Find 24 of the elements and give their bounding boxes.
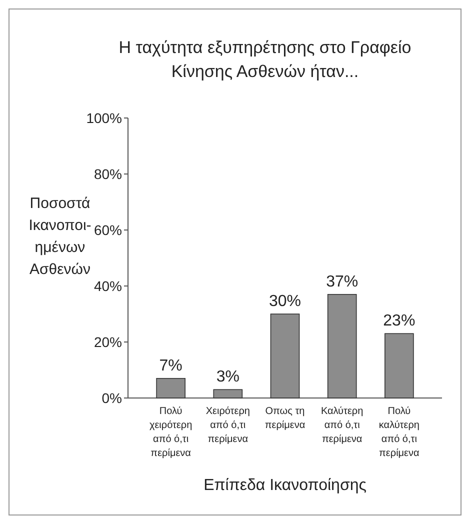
y-tick-label: 60% [94,222,122,238]
bar [327,294,357,398]
y-tick-label: 80% [94,166,122,182]
x-axis-title: Επίπεδα Ικανοποίησης [204,477,367,494]
bar [213,389,243,398]
data-label: 7% [159,357,182,374]
x-tick-label: Χειρότερη από ό,τι περίμενα [206,406,250,445]
x-tick-label: Πολύ χειρότερη από ό,τι περίμενα [149,406,192,459]
x-tick-label: Οπως τη περίμενα [264,406,306,431]
bar [384,333,414,398]
bar [270,314,300,398]
data-label: 23% [383,312,416,330]
y-axis-title: Ποσοστά Ικανοποι-ημένων Ασθενών [28,195,92,278]
x-tick-label: Πολύ καλύτερη από ό,τι περίμενα [378,406,420,459]
data-label: 3% [216,368,240,386]
y-tick-label: 100% [86,110,122,126]
y-tick-label: 0% [102,390,122,406]
bar [156,378,186,398]
chart-title: Η ταχύτητα εξυπηρέτησης στο Γραφείο Κίνησης Ασθενών ήταν... [118,38,412,81]
y-tick-label: 20% [94,334,122,350]
data-label: 30% [268,293,302,310]
y-tick-label: 40% [94,278,122,294]
data-label: 37% [326,273,358,290]
x-tick-label: Καλύτερη από ό,τι περίμενα [320,406,364,445]
